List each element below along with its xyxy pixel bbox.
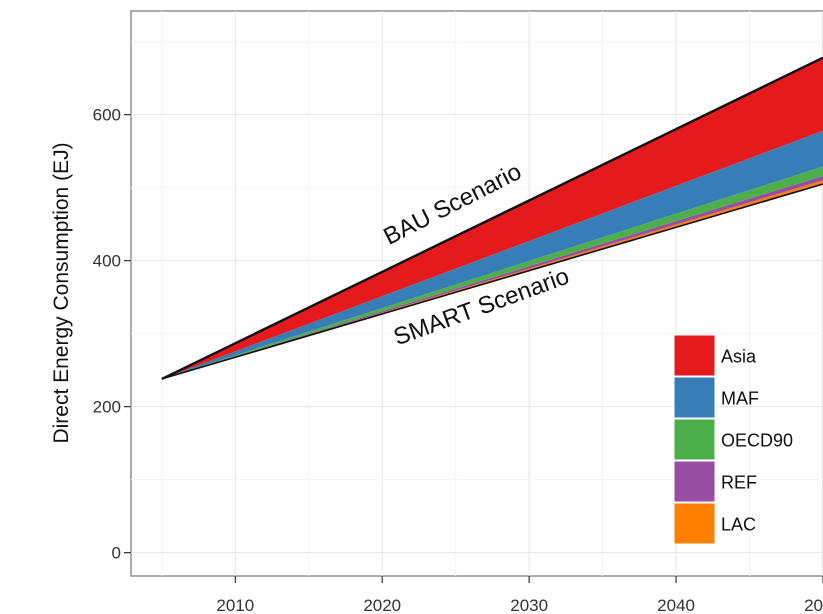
area-ref — [161, 175, 823, 379]
y-axis-title: Direct Energy Consumption (EJ) — [50, 142, 73, 443]
y-tick-label-200: 200 — [93, 398, 121, 417]
x-tick-label-2010: 2010 — [216, 596, 254, 614]
legend-key-oecd90 — [673, 418, 716, 461]
legend-label-ref: REF — [721, 473, 757, 493]
y-tick-label-600: 600 — [93, 106, 121, 125]
legend-key-lac — [673, 502, 716, 545]
legend-key-asia — [673, 334, 716, 377]
legend-label-asia: Asia — [721, 347, 757, 367]
legend-key-maf — [673, 376, 716, 419]
legend: Asia MAF OECD90 REF LAC — [673, 334, 793, 545]
total-lines — [161, 56, 823, 380]
legend-label-oecd90: OECD90 — [721, 431, 793, 451]
x-tick-label-2040: 2040 — [657, 596, 695, 614]
legend-label-maf: MAF — [721, 389, 759, 409]
x-tick-label-2050: 2050 — [804, 596, 823, 614]
y-tick-label-400: 400 — [93, 252, 121, 271]
y-tick-label-0: 0 — [112, 544, 121, 563]
x-tick-label-2020: 2020 — [363, 596, 401, 614]
x-axis: 2010 2020 2030 2040 2050 — [216, 576, 823, 614]
x-tick-label-2030: 2030 — [510, 596, 548, 614]
y-axis: 0 200 400 600 — [93, 106, 131, 563]
legend-key-ref — [673, 460, 716, 503]
bau-total-line — [161, 56, 823, 380]
smart-total-line — [161, 183, 823, 380]
legend-label-lac: LAC — [721, 515, 756, 535]
